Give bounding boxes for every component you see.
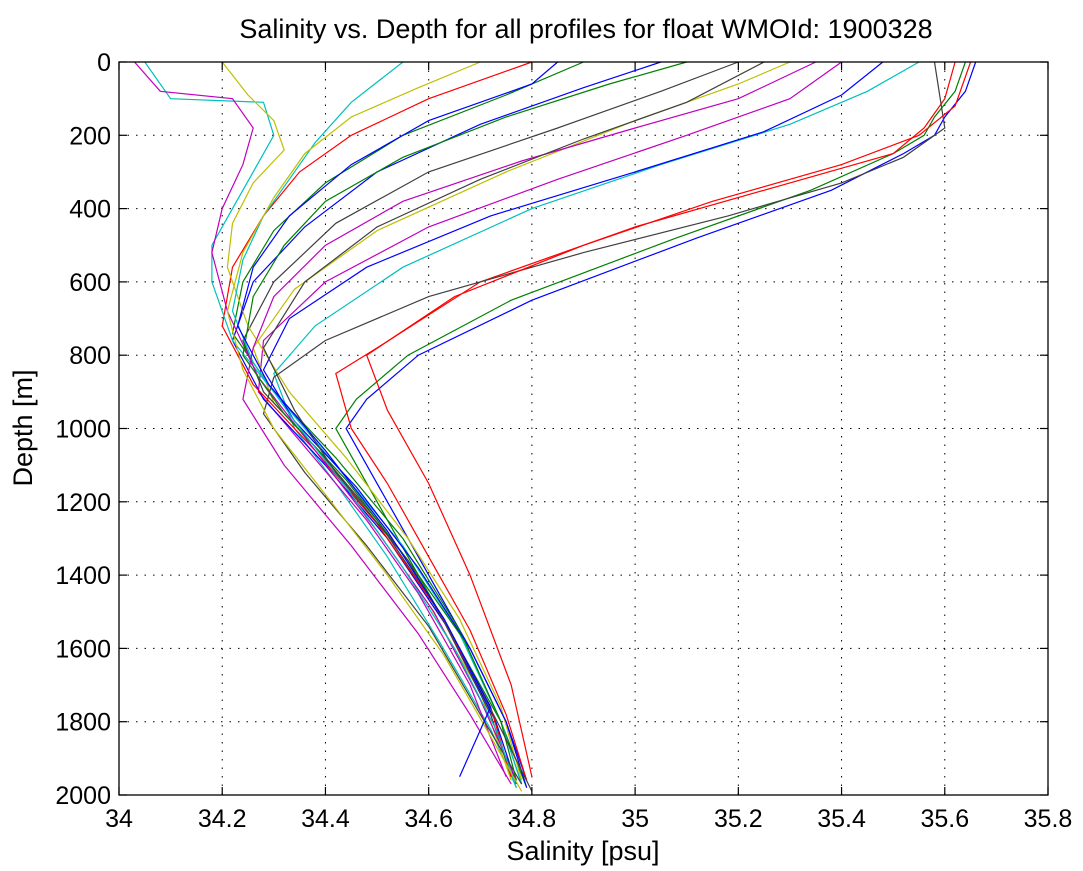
x-tick-label: 35.8	[1024, 805, 1073, 833]
x-tick-label: 34.4	[301, 805, 350, 833]
profile-lines	[134, 61, 977, 792]
profile-line	[345, 61, 977, 781]
profile-line	[262, 61, 884, 788]
profile-line	[262, 61, 946, 785]
y-tick-label: 600	[69, 269, 111, 297]
x-tick-label: 34.2	[198, 805, 247, 833]
x-tick-label: 34.8	[508, 805, 557, 833]
profile-line	[237, 61, 559, 777]
profile-line	[273, 61, 920, 788]
x-tick-label: 35.4	[817, 805, 866, 833]
x-axis-label: Salinity [psu]	[506, 836, 659, 866]
y-tick-label: 1000	[55, 416, 111, 444]
y-tick-label: 200	[69, 122, 111, 150]
y-tick-label: 1800	[55, 709, 111, 737]
y-tick-label: 1600	[55, 635, 111, 663]
profile-line	[257, 61, 842, 777]
profile-line	[242, 61, 687, 781]
y-tick-label: 0	[97, 49, 111, 77]
grid-lines	[119, 62, 1048, 795]
x-tick-label: 34.6	[404, 805, 453, 833]
profile-line	[226, 61, 523, 792]
profile-line	[242, 61, 817, 785]
x-tick-label: 35.2	[714, 805, 763, 833]
profile-line	[231, 61, 584, 788]
y-tick-label: 800	[69, 342, 111, 370]
y-tick-label: 400	[69, 196, 111, 224]
y-tick-label: 1400	[55, 562, 111, 590]
y-tick-label: 2000	[55, 782, 111, 810]
y-axis-ticks: 0 200 400 600 800 1000 1200 1400 1600 1800 2000	[55, 49, 1048, 810]
x-tick-label: 35	[621, 805, 649, 833]
x-axis-ticks: 34 34.2 34.4 34.6 34.8 35 35.2 35.4 35.6 35.8	[105, 62, 1072, 833]
y-tick-label: 1200	[55, 489, 111, 517]
profile-line	[134, 61, 517, 781]
profile-line	[252, 61, 791, 781]
profile-line	[262, 61, 765, 792]
x-tick-label: 35.6	[920, 805, 969, 833]
profile-line	[242, 61, 739, 777]
y-axis-label: Depth [m]	[8, 369, 38, 486]
profile-line	[365, 61, 972, 777]
x-tick-label: 34	[105, 805, 133, 833]
profile-line	[221, 61, 523, 781]
chart-title: Salinity vs. Depth for all profiles for …	[239, 14, 932, 44]
plot-frame	[118, 61, 1049, 796]
